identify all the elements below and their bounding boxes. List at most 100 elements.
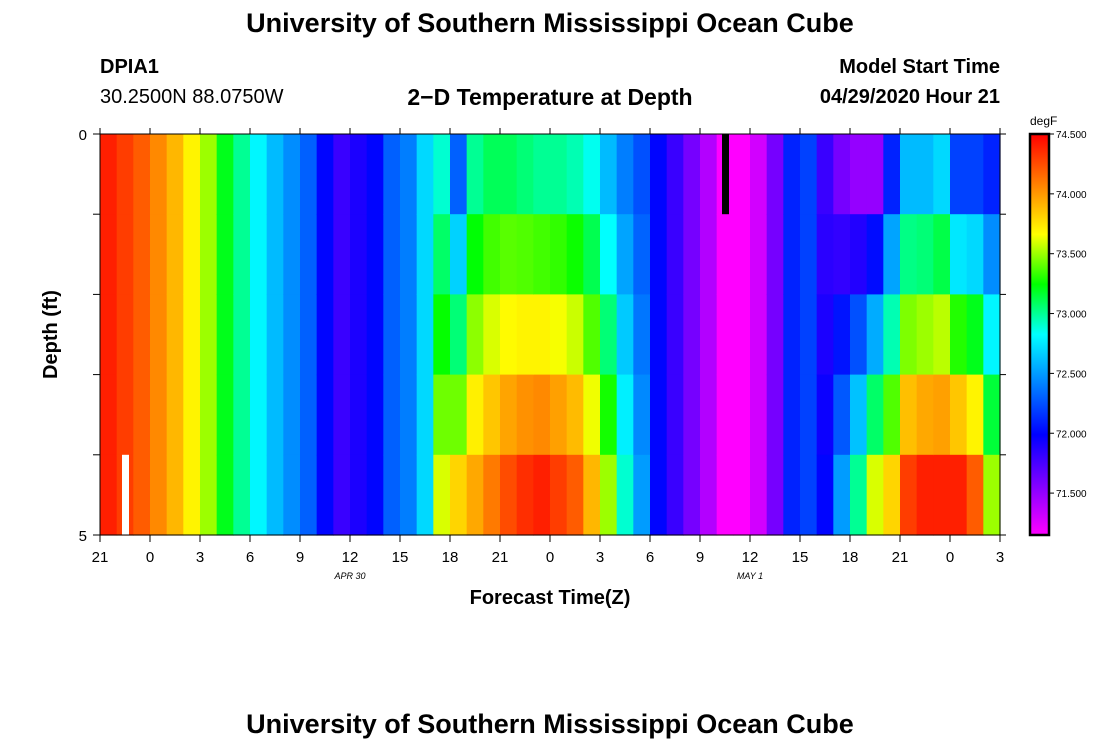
x-tick-label: 3 bbox=[196, 549, 204, 566]
heatmap-cell bbox=[350, 454, 368, 536]
heatmap-cell bbox=[150, 454, 168, 536]
y-axis-label: Depth (ft) bbox=[40, 290, 62, 379]
heatmap-cell bbox=[100, 454, 118, 536]
heatmap-cell bbox=[900, 134, 918, 215]
heatmap-cell bbox=[733, 454, 751, 536]
heatmap-cell bbox=[533, 454, 551, 536]
heatmap-cell bbox=[866, 214, 884, 295]
heatmap-cell bbox=[650, 214, 668, 295]
heatmap-cell bbox=[566, 374, 584, 456]
heatmap-cell bbox=[350, 374, 368, 456]
x-tick-label: 6 bbox=[646, 549, 654, 566]
heatmap-cell bbox=[616, 134, 634, 215]
heatmap-cell bbox=[383, 374, 401, 456]
heatmap-cell bbox=[216, 374, 234, 456]
heatmap-cell bbox=[816, 454, 834, 536]
heatmap-cell bbox=[116, 134, 134, 215]
heatmap-cell bbox=[183, 454, 201, 536]
heatmap-cell bbox=[483, 454, 501, 536]
heatmap-cell bbox=[466, 454, 484, 536]
heatmap-cell bbox=[233, 374, 251, 456]
x-tick-label: 21 bbox=[892, 549, 909, 566]
heatmap-cell bbox=[400, 374, 418, 456]
heatmap-cell bbox=[833, 134, 851, 215]
heatmap-cell bbox=[366, 134, 384, 215]
heatmap-cell bbox=[883, 454, 901, 536]
heatmap-cell bbox=[900, 454, 918, 536]
heatmap-cell bbox=[300, 294, 318, 376]
heatmap-cell bbox=[300, 374, 318, 456]
heatmap-cell bbox=[716, 454, 734, 536]
heatmap-cell bbox=[866, 374, 884, 456]
heatmap-cell bbox=[883, 134, 901, 215]
heatmap-cell bbox=[750, 374, 768, 456]
heatmap-cell bbox=[216, 214, 234, 295]
heatmap-cell bbox=[166, 454, 184, 536]
x-axis-label: Forecast Time(Z) bbox=[470, 587, 631, 609]
heatmap-cell bbox=[766, 214, 784, 295]
heatmap-cell bbox=[466, 374, 484, 456]
x-tick-label: 15 bbox=[792, 549, 809, 566]
heatmap-cell bbox=[316, 294, 334, 376]
heatmap-cell bbox=[783, 454, 801, 536]
heatmap-cell bbox=[783, 214, 801, 295]
heatmap-cell bbox=[416, 374, 434, 456]
colorbar-tick-label: 73.500 bbox=[1056, 250, 1087, 261]
heatmap-cell bbox=[200, 134, 218, 215]
heatmap-cell bbox=[766, 294, 784, 376]
heatmap-cell bbox=[133, 454, 151, 536]
heatmap-cell bbox=[683, 454, 701, 536]
heatmap-cell bbox=[633, 294, 651, 376]
heatmap-cell bbox=[333, 374, 351, 456]
heatmap-cell bbox=[250, 294, 268, 376]
heatmap-cell bbox=[983, 134, 1001, 215]
heatmap-cell bbox=[666, 214, 684, 295]
heatmap-cell bbox=[833, 214, 851, 295]
heatmap-cell bbox=[333, 294, 351, 376]
heatmap-cell bbox=[233, 134, 251, 215]
heatmap-cell bbox=[450, 134, 468, 215]
x-tick-label: 3 bbox=[996, 549, 1004, 566]
heatmap-cell bbox=[266, 294, 284, 376]
heatmap-cell bbox=[316, 374, 334, 456]
heatmap-cell bbox=[350, 134, 368, 215]
heatmap-cell bbox=[533, 294, 551, 376]
x-date-label: MAY 1 bbox=[737, 571, 763, 581]
heatmap-cell bbox=[266, 454, 284, 536]
x-tick-label: 21 bbox=[92, 549, 109, 566]
heatmap-cell bbox=[583, 134, 601, 215]
heatmap-cell bbox=[583, 454, 601, 536]
heatmap-cell bbox=[633, 214, 651, 295]
heatmap-cell bbox=[600, 294, 618, 376]
heatmap-markers bbox=[122, 134, 729, 535]
heatmap-cell bbox=[916, 214, 934, 295]
x-tick-label: 18 bbox=[842, 549, 859, 566]
heatmap-cell bbox=[283, 374, 301, 456]
heatmap-cell bbox=[600, 214, 618, 295]
station-coords: 30.2500N 88.0750W bbox=[100, 86, 284, 108]
colorbar-gradient bbox=[1028, 132, 1051, 537]
heatmap-cell bbox=[483, 294, 501, 376]
heatmap-cell bbox=[333, 134, 351, 215]
heatmap-cell bbox=[600, 374, 618, 456]
heatmap-cell bbox=[100, 374, 118, 456]
heatmap-cell bbox=[216, 294, 234, 376]
heatmap-cell bbox=[850, 294, 868, 376]
x-tick-label: 12 bbox=[742, 549, 759, 566]
heatmap-cell bbox=[283, 294, 301, 376]
heatmap-cell bbox=[433, 134, 451, 215]
y-axis: 05 bbox=[79, 127, 1006, 545]
heatmap-cell bbox=[683, 214, 701, 295]
colorbar-tick-label: 73.000 bbox=[1056, 310, 1087, 321]
heatmap-cell bbox=[950, 134, 968, 215]
heatmap-cell bbox=[666, 454, 684, 536]
heatmap-cell bbox=[500, 134, 518, 215]
heatmap-cell bbox=[750, 214, 768, 295]
heatmap-cell bbox=[700, 454, 718, 536]
black-marker bbox=[722, 134, 729, 215]
heatmap-cell bbox=[916, 294, 934, 376]
heatmap-cell bbox=[133, 214, 151, 295]
heatmap-cell bbox=[366, 454, 384, 536]
heatmap-cell bbox=[600, 134, 618, 215]
